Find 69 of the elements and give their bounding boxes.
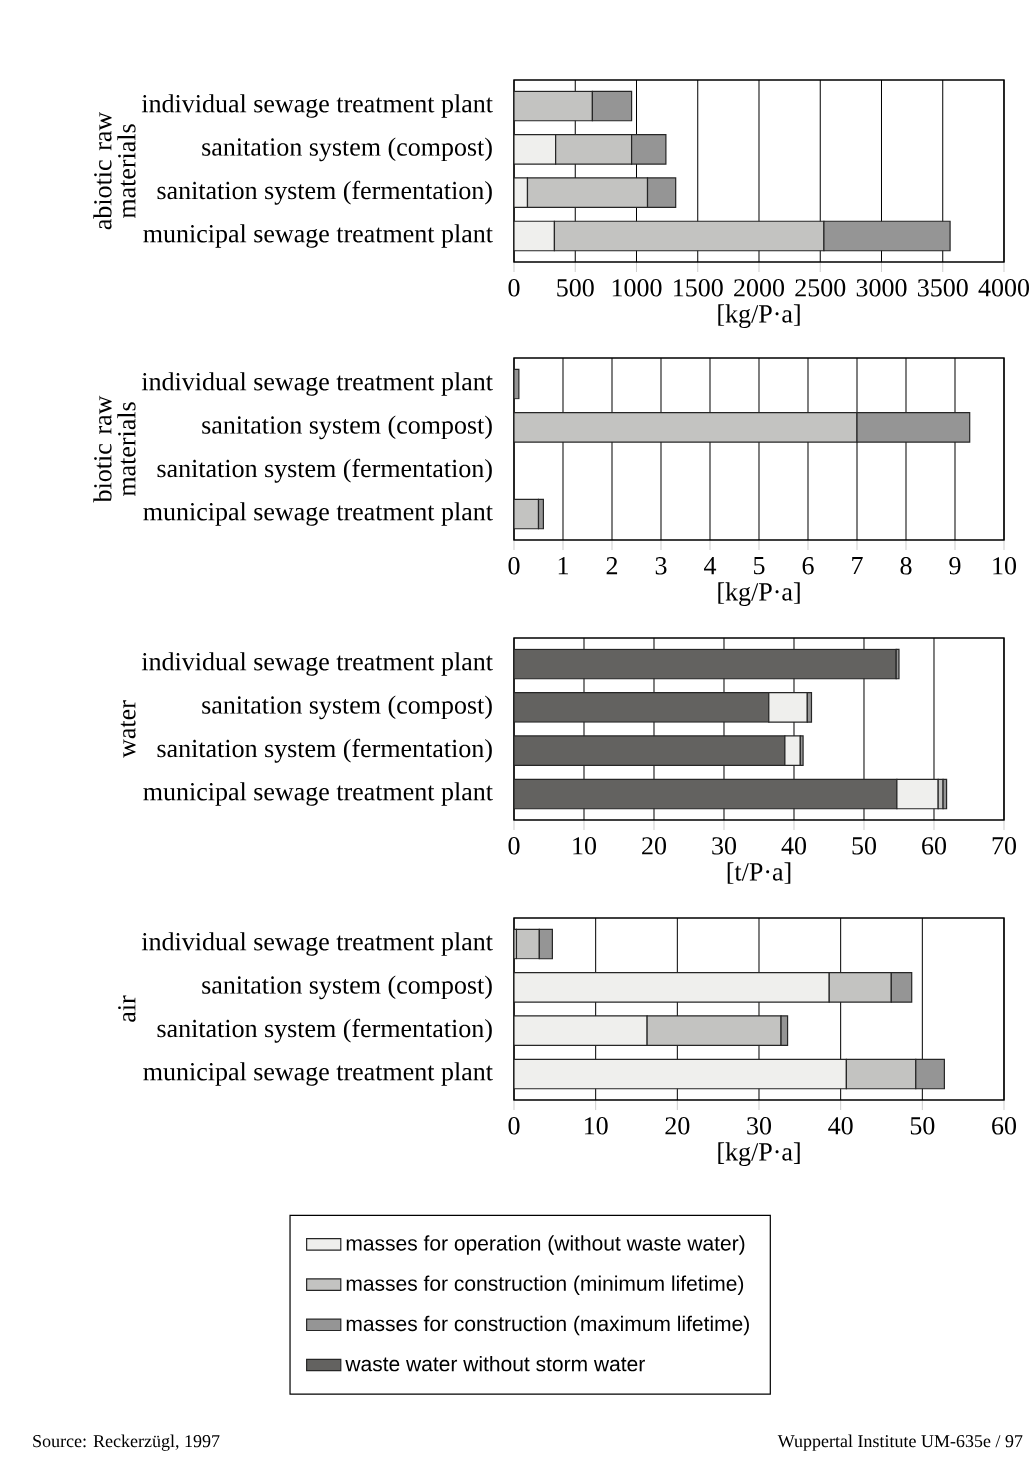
bar <box>514 498 540 530</box>
legend-label: waste water without storm water <box>345 1355 645 1372</box>
y-tick-label: individual sewage treatment plant <box>141 932 493 956</box>
legend-label: masses for construction (maximum lifetime) <box>346 1315 749 1336</box>
y-tick-label: municipal sewage treatment plant <box>143 502 493 526</box>
x-tick-label: 1 <box>558 557 568 575</box>
x-tick-label: 20 <box>665 1117 690 1135</box>
bar <box>942 778 948 810</box>
x-tick-label: 4 <box>704 557 717 575</box>
x-tick-label: 6 <box>802 557 814 575</box>
x-tick-label: 2500 <box>795 279 846 297</box>
y-axis-title: water <box>120 700 136 758</box>
x-axis-title: [t/P·a] <box>727 862 791 884</box>
x-tick-label: 40 <box>828 1117 853 1135</box>
x-tick-label: 70 <box>992 837 1016 855</box>
y-tick-label: individual sewage treatment plant <box>141 94 493 118</box>
y-axis-title: air <box>118 995 136 1022</box>
x-tick-label: 20 <box>642 837 667 855</box>
legend-label: masses for construction (minimum lifetime) <box>346 1275 744 1296</box>
y-tick-label: sanitation system (compost) <box>202 695 492 720</box>
x-tick-label: 30 <box>712 837 737 855</box>
x-tick-label: 9 <box>949 557 961 575</box>
x-tick-label: 0 <box>508 1117 520 1135</box>
x-tick-label: 5 <box>754 557 765 575</box>
x-axis-title: [kg/P·a] <box>718 304 800 328</box>
x-tick-label: 50 <box>910 1117 935 1135</box>
x-tick-label: 40 <box>781 837 806 855</box>
x-tick-label: 60 <box>992 1117 1017 1135</box>
text: Wuppertal Institute UM-635e / 97 <box>777 1434 1023 1451</box>
x-tick-label: 3 <box>655 557 667 575</box>
y-tick-label: municipal sewage treatment plant <box>143 782 493 806</box>
x-tick-label: 0 <box>508 279 520 297</box>
x-tick-label: 7 <box>852 557 863 575</box>
legend-label: masses for operation (without waste water) <box>346 1235 745 1255</box>
x-tick-label: 4000 <box>978 279 1029 297</box>
y-axis-title: biotic raw materials <box>93 395 136 503</box>
x-tick-label: 10 <box>573 837 597 855</box>
y-tick-label: individual sewage treatment plant <box>141 372 493 396</box>
bar <box>514 648 897 680</box>
y-tick-label: sanitation system (fermentation) <box>157 1018 492 1043</box>
y-tick-label: sanitation system (compost) <box>202 975 492 1000</box>
x-tick-label: 0 <box>508 837 520 855</box>
y-tick-label: individual sewage treatment plant <box>141 652 493 676</box>
x-tick-label: 8 <box>900 557 912 575</box>
x-tick-label: 10 <box>584 1117 608 1135</box>
y-tick-label: sanitation system (compost) <box>202 415 492 440</box>
y-tick-label: sanitation system (fermentation) <box>157 458 492 483</box>
bar <box>514 368 520 400</box>
x-tick-label: 500 <box>557 279 594 297</box>
x-tick-label: 0 <box>508 557 520 575</box>
source-note: Source: Reckerzügl, 1997 <box>33 1434 220 1451</box>
y-axis-title: abiotic raw materials <box>93 111 136 230</box>
x-tick-label: 1500 <box>674 279 723 297</box>
x-tick-label: 1000 <box>612 279 662 297</box>
x-tick-label: 3500 <box>918 279 968 297</box>
x-tick-label: 2 <box>606 557 618 575</box>
x-tick-label: 2000 <box>734 279 785 297</box>
x-tick-label: 60 <box>922 837 946 855</box>
x-axis-title: [kg/P·a] <box>718 1142 800 1167</box>
y-tick-label: sanitation system (compost) <box>202 137 492 162</box>
x-tick-label: 50 <box>852 837 876 855</box>
y-tick-label: sanitation system (fermentation) <box>157 180 492 205</box>
y-tick-label: municipal sewage treatment plant <box>143 224 493 248</box>
y-tick-label: sanitation system (fermentation) <box>157 738 492 763</box>
x-tick-label: 10 <box>993 557 1017 575</box>
x-tick-label: 3000 <box>856 279 907 297</box>
y-tick-label: municipal sewage treatment plant <box>143 1062 493 1086</box>
x-tick-label: 30 <box>747 1117 772 1135</box>
x-axis-title: [kg/P·a] <box>718 582 800 607</box>
